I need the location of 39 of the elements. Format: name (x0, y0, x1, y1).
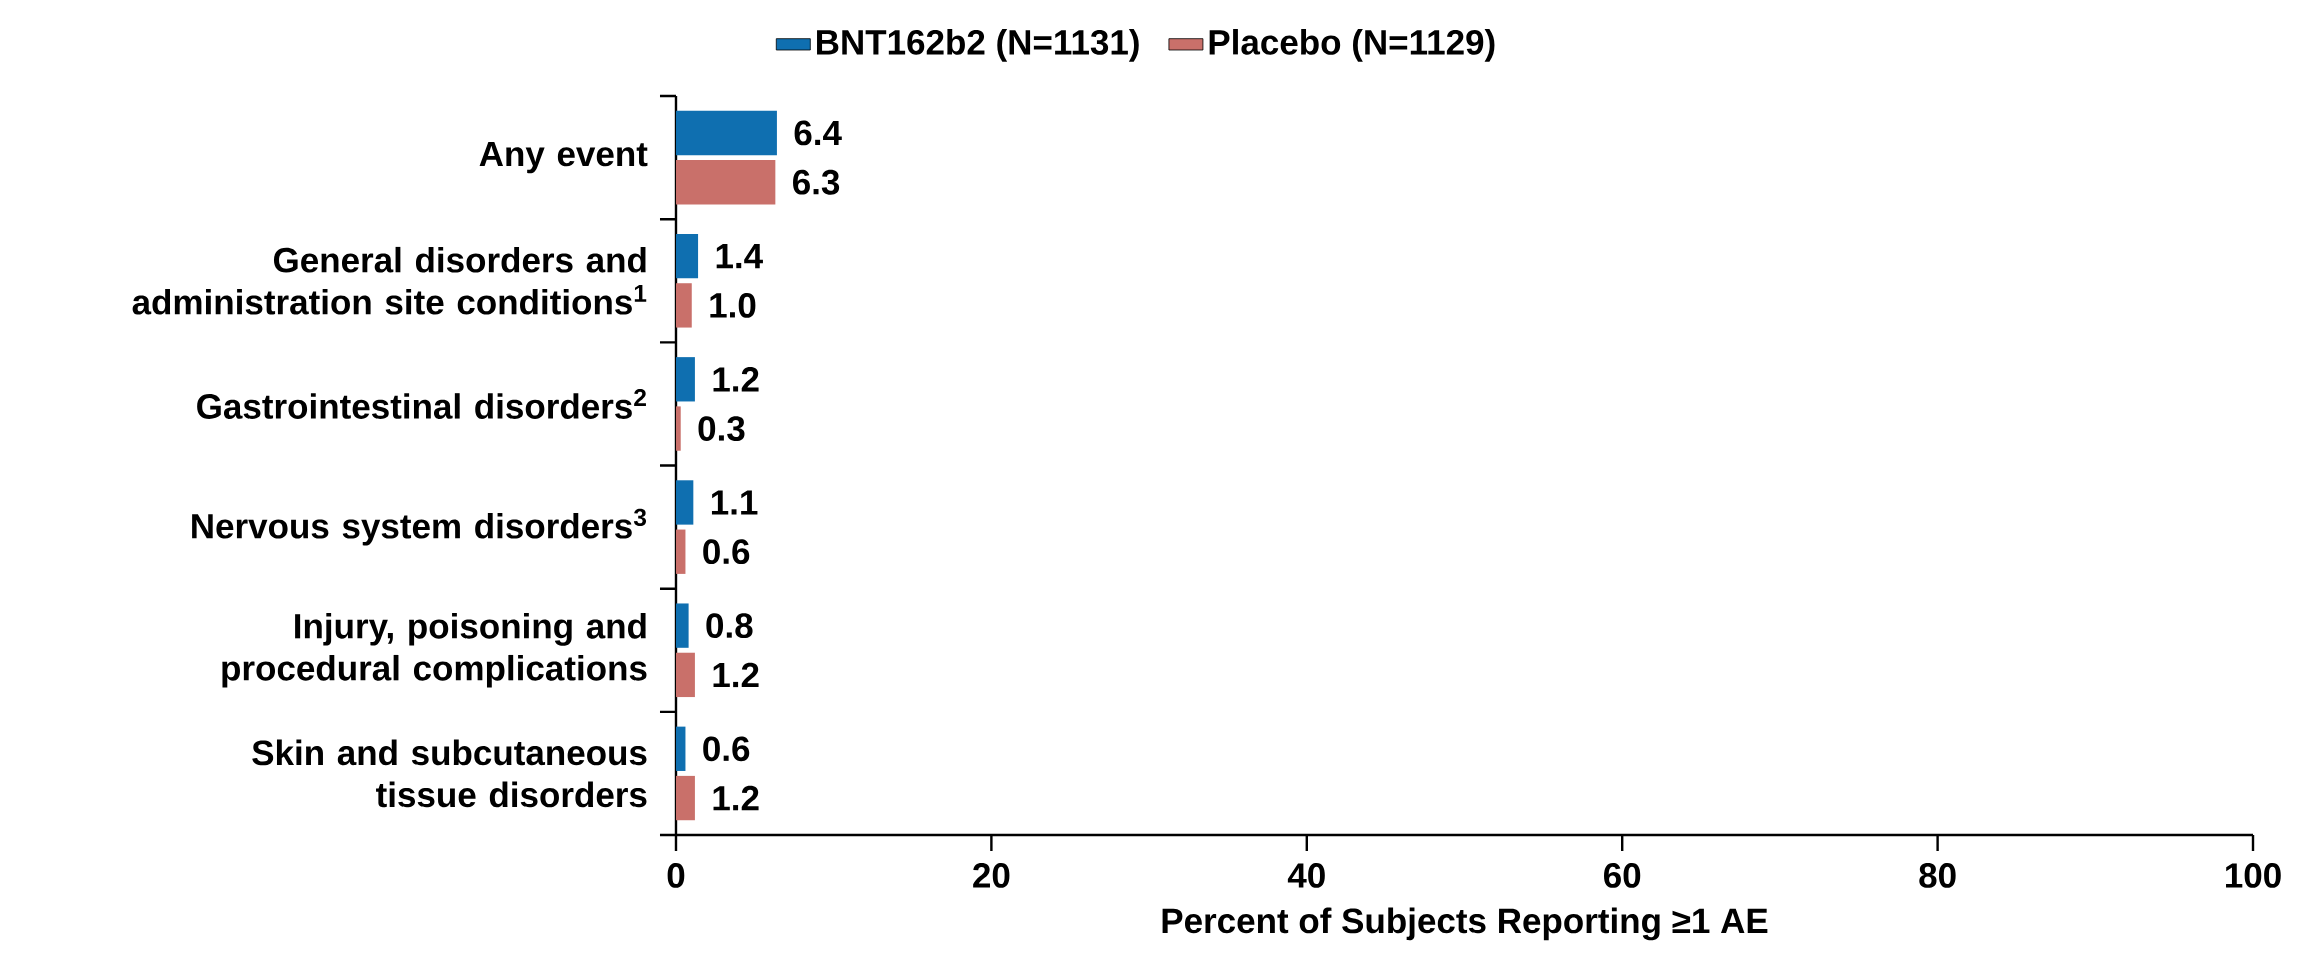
x-tick-label: 40 (1287, 863, 1325, 888)
bar (675, 480, 694, 525)
bar (675, 406, 681, 451)
bar (675, 357, 695, 402)
x-tick-label: 80 (1919, 863, 1956, 888)
data-label: 0.3 (698, 416, 745, 441)
bar (675, 775, 695, 821)
bar (675, 652, 695, 698)
y-tick-label: General disorders and administration site conditions$^{1}$ (132, 246, 647, 315)
y-tick-label: Nervous system disorders$^{3}$ (192, 508, 647, 546)
legend-label: Placebo (N=1129) (1209, 29, 1495, 62)
data-label: 6.4 (794, 120, 842, 146)
bar (675, 110, 777, 156)
bar (675, 603, 689, 648)
data-label: 0.6 (703, 539, 750, 565)
x-tick-label: 0 (667, 863, 685, 888)
bar (675, 283, 692, 328)
y-tick-label: Gastrointestinal disorders$^{2}$ (197, 388, 646, 419)
data-label: 0.6 (703, 736, 750, 762)
data-label: 1.2 (713, 662, 759, 688)
y-tick-label: Injury, poisoning and procedural complications (222, 612, 647, 688)
x-axis-title: Percent of Subjects Reporting ≥1 AE (1162, 907, 1768, 941)
bar (675, 529, 686, 574)
data-label: 1.2 (713, 785, 759, 811)
y-tick-label: Any event (479, 141, 648, 174)
x-tick-label: 20 (973, 863, 1010, 888)
data-label: 6.3 (793, 169, 840, 195)
data-label: 1.4 (716, 244, 763, 269)
bar (675, 160, 776, 205)
bar (675, 726, 686, 771)
y-tick-label: Skin and subcutaneous tissue disorders (252, 739, 647, 808)
data-label: 1.0 (710, 293, 756, 318)
x-tick-label: 100 (2226, 863, 2281, 888)
bar (675, 233, 699, 279)
data-label: 1.1 (711, 490, 758, 515)
data-label: 0.8 (706, 613, 753, 639)
legend-label: BNT162b2 (N=1131) (817, 29, 1139, 62)
data-label: 1.2 (713, 367, 759, 392)
x-tick-label: 60 (1604, 863, 1641, 888)
